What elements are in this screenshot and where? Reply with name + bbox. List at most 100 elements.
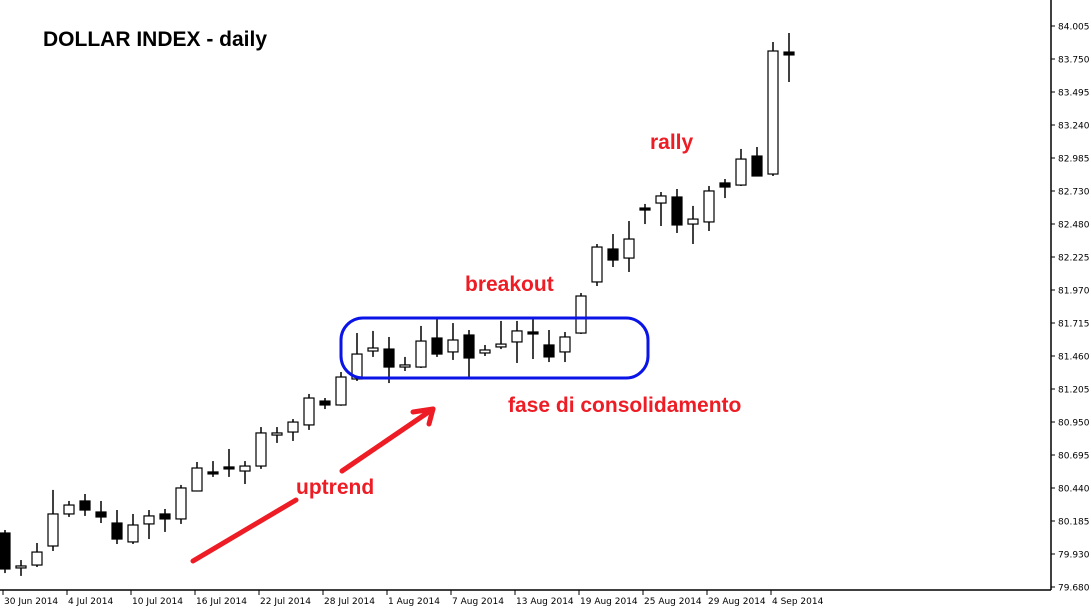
candle <box>431 318 443 357</box>
candle-body-bear <box>543 344 555 358</box>
candle-body-bear <box>431 337 443 355</box>
candle <box>383 336 395 384</box>
candle <box>527 318 539 360</box>
candle-body-bear <box>607 248 619 261</box>
candle <box>511 320 523 363</box>
candle-body-bear <box>95 511 107 518</box>
candle <box>671 188 683 233</box>
y-tick-label: 79.680 <box>1058 584 1090 594</box>
candle-body-bull <box>655 195 667 204</box>
candle <box>687 205 699 245</box>
candle <box>175 484 187 524</box>
y-tick-label: 83.240 <box>1058 122 1090 132</box>
candle-body-bear <box>463 334 475 359</box>
y-tick-label: 80.440 <box>1058 485 1090 495</box>
candle <box>367 330 379 357</box>
candle-body-bull <box>303 397 315 426</box>
candle-body-bear <box>671 196 683 226</box>
candle <box>591 244 603 287</box>
candle-body-bull <box>735 158 747 186</box>
candle <box>719 179 731 199</box>
candle-body-bull <box>559 336 571 353</box>
x-tick-label: 22 Jul 2014 <box>260 597 311 607</box>
candle-body-bull <box>399 364 411 368</box>
candle-body-bear <box>383 348 395 368</box>
candle <box>767 41 779 176</box>
y-axis: 84.005 83.750 83.495 83.240 82.985 82.730 82.4… <box>1051 23 1090 594</box>
candle <box>143 510 155 540</box>
candle-body-bear <box>319 400 331 406</box>
candle-body-bull <box>287 421 299 433</box>
candle <box>479 344 491 357</box>
candle <box>751 146 763 177</box>
y-tick-label: 84.005 <box>1058 23 1090 33</box>
candle <box>127 513 139 545</box>
y-tick-label: 79.930 <box>1058 551 1090 561</box>
candle-body-bull <box>31 551 43 566</box>
y-tick-label: 82.730 <box>1058 188 1090 198</box>
candle <box>335 372 347 406</box>
candle <box>159 508 171 532</box>
candle <box>735 148 747 186</box>
consolidation-box <box>339 316 650 380</box>
y-tick-label: 80.695 <box>1058 452 1090 462</box>
candle-body-bear <box>783 51 795 56</box>
candle <box>783 33 795 82</box>
candle <box>607 234 619 267</box>
candle-body-bear <box>159 513 171 520</box>
candle <box>287 419 299 441</box>
candle <box>111 510 123 545</box>
candle <box>223 448 235 477</box>
candle-body-bull <box>511 330 523 343</box>
candle <box>447 323 459 360</box>
candle-body-bull <box>575 295 587 334</box>
candle-body-bull <box>479 349 491 354</box>
candle-body-bull <box>351 353 363 380</box>
candle <box>623 221 635 272</box>
y-tick-label: 81.205 <box>1058 386 1090 396</box>
candle-body-bear <box>751 155 763 177</box>
candle-body-bull <box>175 487 187 520</box>
rally-label: rally <box>650 131 694 154</box>
x-tick-label: 1 Aug 2014 <box>388 597 440 607</box>
candle-body-bull <box>47 513 59 547</box>
x-tick-label: 4 Sep 2014 <box>772 597 824 607</box>
candle <box>655 192 667 227</box>
candle <box>271 427 283 443</box>
candle-body-bull <box>63 504 75 515</box>
candle-body-bull <box>15 565 27 569</box>
x-tick-label: 29 Aug 2014 <box>708 597 766 607</box>
candle-body-bull <box>191 467 203 492</box>
candle <box>63 500 75 517</box>
y-tick-label: 81.970 <box>1058 287 1090 297</box>
candle-body-bear <box>527 331 539 335</box>
candle-body-bull <box>447 339 459 353</box>
candle <box>255 427 267 469</box>
candle <box>495 320 507 350</box>
candle-body-bull <box>623 238 635 259</box>
candle <box>351 333 363 381</box>
y-tick-label: 80.185 <box>1058 518 1090 528</box>
breakout-label: breakout <box>465 273 554 296</box>
uptrend-arrow <box>190 406 436 564</box>
candle <box>15 560 27 576</box>
candle <box>95 500 107 524</box>
candle <box>191 461 203 492</box>
consolidation-label: fase di consolidamento <box>508 394 741 417</box>
candle <box>399 356 411 371</box>
candle <box>207 461 219 477</box>
candle-body-bull <box>687 218 699 225</box>
x-tick-label: 19 Aug 2014 <box>580 597 638 607</box>
candle-body-bear <box>79 500 91 511</box>
y-tick-label: 82.985 <box>1058 155 1090 165</box>
candle <box>415 325 427 368</box>
x-axis: 30 Jun 2014 4 Jul 2014 10 Jul 2014 16 Jul 2… <box>2 590 824 607</box>
x-tick-label: 30 Jun 2014 <box>4 597 58 607</box>
candle-body-bull <box>239 465 251 472</box>
x-tick-label: 16 Jul 2014 <box>196 597 247 607</box>
candle <box>463 330 475 378</box>
y-tick-label: 81.715 <box>1058 320 1090 330</box>
candle <box>575 292 587 334</box>
y-tick-label: 83.495 <box>1058 89 1090 99</box>
